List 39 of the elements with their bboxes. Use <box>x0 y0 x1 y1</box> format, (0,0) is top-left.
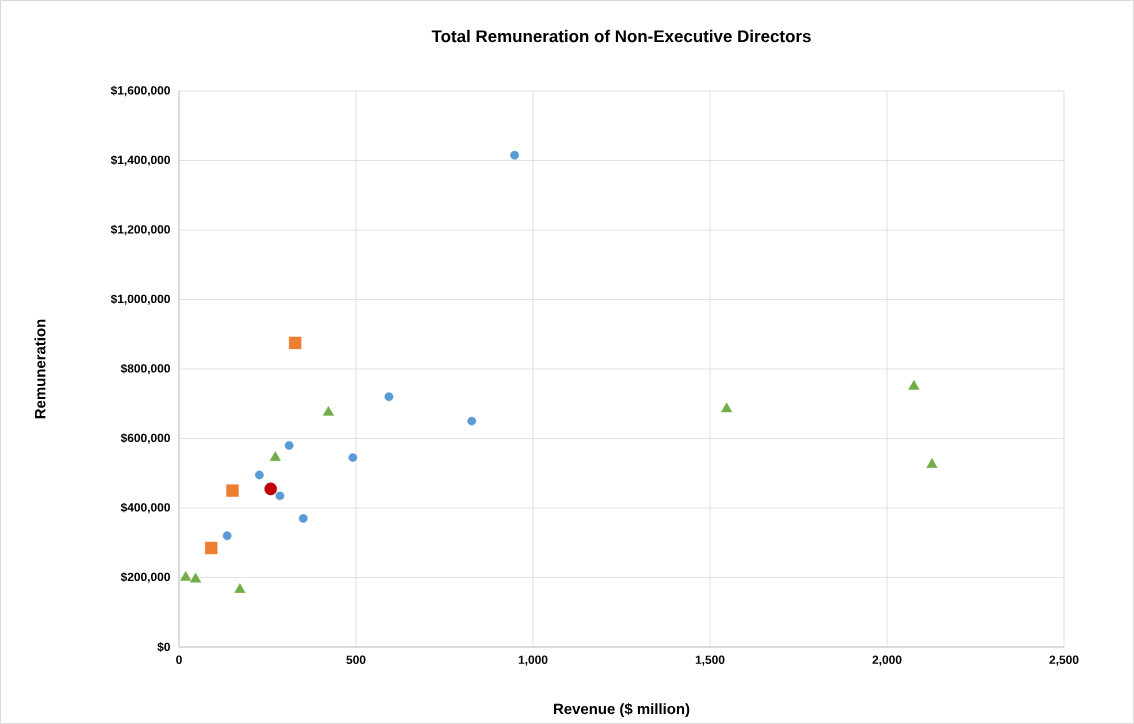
point <box>226 484 239 497</box>
y-tick-label: $200,000 <box>120 572 170 583</box>
point <box>467 416 477 426</box>
y-tick-label: $800,000 <box>120 363 170 375</box>
x-axis-title: Revenue ($ million) <box>554 702 690 718</box>
point <box>205 541 218 555</box>
y-tick-label: $1,600,000 <box>110 85 170 97</box>
point <box>322 406 334 416</box>
point <box>298 514 308 523</box>
y-tick-label: $400,000 <box>120 502 170 514</box>
y-tick-label: $1,200,000 <box>110 224 170 236</box>
point <box>180 571 192 581</box>
point <box>908 379 920 390</box>
x-tick-label: 1,000 <box>518 655 548 666</box>
y-tick-label: $1,000,000 <box>110 294 170 305</box>
point <box>190 572 202 583</box>
x-tick-label: 0 <box>176 655 182 664</box>
point <box>288 336 302 350</box>
point <box>384 392 394 402</box>
y-axis-title: Remuneration <box>34 319 46 419</box>
y-tick-label: $1,400,000 <box>110 155 170 166</box>
point <box>926 458 938 468</box>
point <box>510 150 519 160</box>
x-tick-label: 2,000 <box>872 655 902 666</box>
point <box>222 531 232 541</box>
point <box>284 441 294 450</box>
point <box>269 451 281 461</box>
x-tick-label: 500 <box>346 655 366 664</box>
chart-title: Total Remuneration of Non-Executive Directors <box>431 29 811 43</box>
point <box>348 453 358 463</box>
point <box>254 470 264 480</box>
point <box>264 482 277 496</box>
point <box>721 402 733 413</box>
point <box>275 491 285 501</box>
y-tick-label: $0 <box>157 642 170 652</box>
x-tick-label: 1,500 <box>695 655 725 666</box>
x-tick-label: 2,500 <box>1049 655 1079 666</box>
point <box>234 583 246 593</box>
y-tick-label: $600,000 <box>120 433 170 444</box>
